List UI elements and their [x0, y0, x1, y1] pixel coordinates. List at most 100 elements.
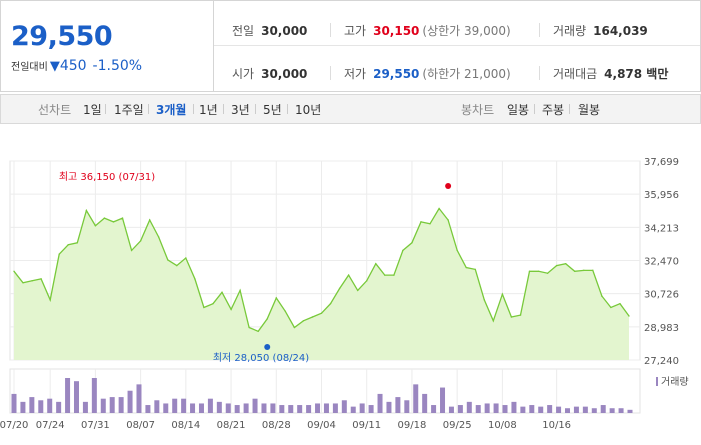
- price-point: [610, 306, 612, 309]
- price-point: [574, 270, 576, 273]
- price-point: [284, 310, 287, 312]
- price-point: [456, 249, 458, 252]
- price-point: [465, 266, 467, 269]
- volume-bar: [323, 403, 329, 413]
- candle-chart-title: 봉차트: [461, 103, 495, 117]
- price-point: [139, 240, 142, 242]
- price-point: [31, 280, 33, 282]
- price-point: [22, 282, 24, 284]
- price-point: [76, 242, 79, 244]
- price-point: [130, 249, 133, 252]
- price-point: [158, 236, 160, 238]
- divider: [287, 104, 288, 114]
- x-tick-label: 07/20: [0, 420, 28, 431]
- high-annotation: 최고 36,150 (07/31): [59, 171, 155, 183]
- volume-bar: [82, 401, 88, 413]
- prev-close: 전일 30,000: [232, 24, 308, 38]
- price-point: [474, 268, 476, 271]
- volume-bar: [448, 406, 454, 413]
- divider: [539, 66, 540, 80]
- candle-weekly[interactable]: 주봉: [542, 103, 565, 117]
- divider: [330, 23, 331, 37]
- volume-bar: [136, 384, 142, 413]
- price-point: [167, 259, 169, 261]
- volume-bar: [627, 409, 633, 413]
- divider: [193, 104, 194, 114]
- price-point: [438, 207, 440, 210]
- price-point: [537, 270, 540, 273]
- volume-bar: [109, 397, 115, 413]
- price-point: [302, 320, 305, 322]
- price-point: [148, 219, 151, 221]
- change-percent: -1.50%: [92, 58, 143, 74]
- volume-bar: [297, 405, 303, 413]
- price-point: [601, 295, 603, 297]
- price-point: [40, 278, 42, 280]
- price-point: [185, 257, 187, 259]
- volume-bar: [538, 406, 544, 413]
- y-tick-label: 28,983: [644, 323, 679, 334]
- volume-bar: [341, 400, 347, 413]
- divider: [214, 45, 700, 46]
- high-price: 고가 30,150 (상한가 39,000): [344, 24, 511, 38]
- period-1y[interactable]: 1년: [199, 103, 218, 117]
- price-point: [555, 264, 558, 267]
- volume-bar: [395, 397, 401, 413]
- price-point: [356, 289, 359, 292]
- volume-bar: [127, 390, 133, 413]
- volume-bar: [556, 406, 562, 413]
- price-point: [194, 278, 196, 280]
- volume-bar: [475, 405, 481, 413]
- volume-bar: [511, 401, 517, 413]
- price-point: [347, 274, 350, 276]
- volume-bar: [38, 400, 44, 413]
- volume-bar: [181, 398, 187, 413]
- x-tick-label: 10/16: [542, 420, 571, 431]
- volume-bar: [11, 393, 17, 413]
- price-point: [230, 308, 232, 311]
- high-marker: [445, 183, 452, 189]
- volume-bar: [172, 398, 178, 413]
- volume-bar: [609, 408, 615, 413]
- period-3y[interactable]: 3년: [231, 103, 250, 117]
- price-point: [103, 217, 106, 219]
- divider: [148, 104, 149, 114]
- period-1w[interactable]: 1주일: [114, 103, 144, 117]
- volume-bar: [234, 405, 240, 413]
- period-1d[interactable]: 1일: [83, 103, 102, 117]
- price-point: [492, 320, 495, 322]
- x-tick-label: 08/28: [262, 420, 291, 431]
- price-point: [85, 209, 88, 212]
- divider: [534, 104, 535, 114]
- price-point: [619, 302, 621, 305]
- period-5y[interactable]: 5년: [263, 103, 282, 117]
- price-point: [221, 291, 223, 293]
- volume-bar: [618, 408, 624, 413]
- volume-bar: [154, 400, 160, 413]
- price-point: [501, 293, 504, 295]
- volume-legend-swatch: [656, 377, 658, 386]
- volume-bar: [118, 397, 124, 413]
- volume-bar: [422, 393, 428, 413]
- candle-monthly[interactable]: 월봉: [578, 103, 601, 117]
- price-point: [393, 274, 395, 276]
- price-box: 29,550 전일대비 ▼450 -1.50%: [1, 1, 214, 91]
- candle-daily[interactable]: 일봉: [507, 103, 530, 117]
- volume-bar: [243, 403, 249, 413]
- volume-bar: [145, 405, 151, 413]
- price-point: [320, 312, 323, 314]
- down-arrow-icon: ▼: [49, 59, 60, 74]
- x-tick-label: 07/24: [36, 420, 65, 431]
- volume-bar: [73, 381, 79, 413]
- open-price: 시가 30,000: [232, 67, 308, 81]
- price-point: [329, 302, 332, 305]
- divider: [255, 104, 256, 114]
- price-point: [429, 223, 431, 225]
- volume-bar: [547, 405, 553, 413]
- price-point: [628, 315, 630, 317]
- volume-bar: [565, 408, 571, 413]
- period-3m[interactable]: 3개월: [156, 103, 187, 117]
- divider: [539, 23, 540, 37]
- period-10y[interactable]: 10년: [295, 103, 322, 117]
- price-point: [375, 263, 377, 265]
